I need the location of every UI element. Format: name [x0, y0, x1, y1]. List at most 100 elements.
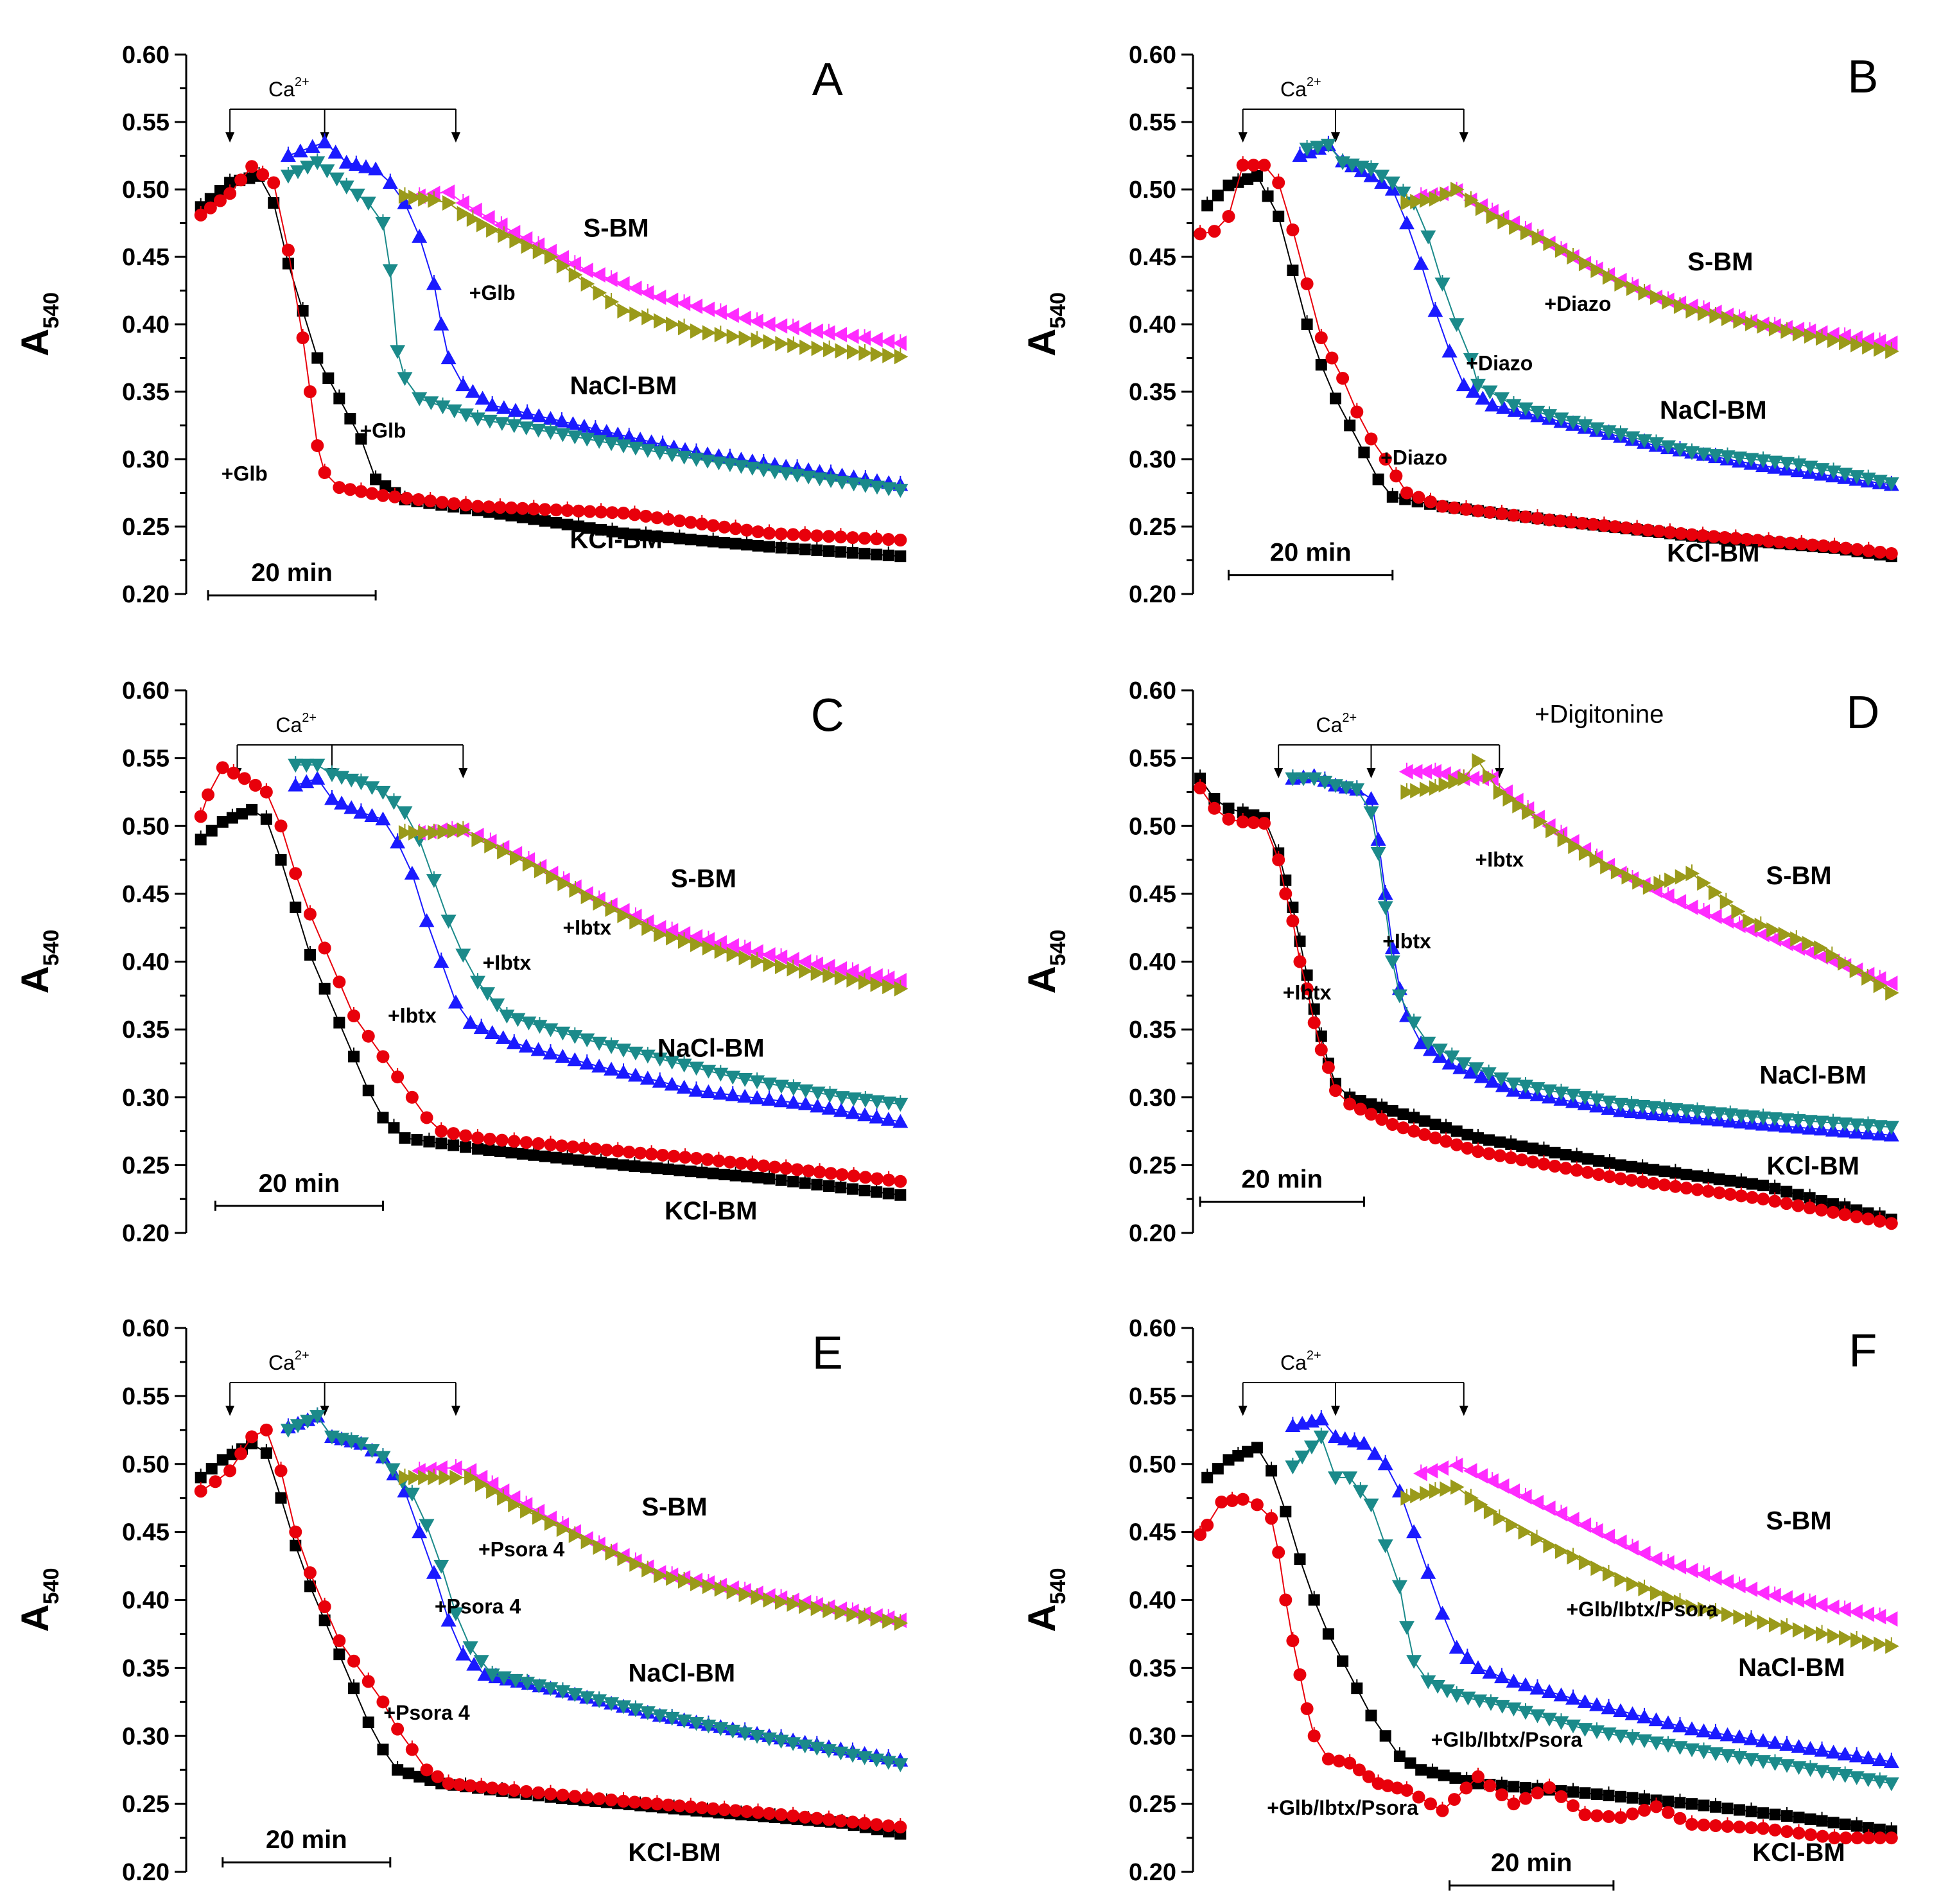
y-tick-label: 0.20	[122, 1220, 170, 1247]
scale-bar-label: 20 min	[1491, 1849, 1572, 1877]
data-point	[1621, 869, 1636, 885]
data-point	[882, 533, 895, 546]
scale-bar-label: 20 min	[259, 1169, 340, 1198]
data-point	[673, 1799, 686, 1813]
data-point	[1400, 1783, 1413, 1797]
data-point	[845, 963, 859, 979]
data-point	[1825, 1116, 1841, 1131]
data-point	[1660, 440, 1676, 455]
data-point	[726, 1584, 741, 1600]
data-point	[688, 1083, 704, 1097]
data-point	[433, 317, 449, 331]
data-point	[1279, 1593, 1293, 1607]
data-point	[476, 216, 491, 232]
data-point	[821, 959, 835, 975]
data-point	[1590, 1560, 1605, 1576]
data-point	[418, 191, 432, 207]
data-point	[1624, 431, 1641, 446]
data-point	[1624, 1706, 1641, 1720]
scale-bar: 20 min	[1199, 1165, 1365, 1207]
data-point	[629, 914, 643, 930]
data-point	[333, 1634, 346, 1648]
data-point	[725, 1070, 741, 1085]
data-point	[473, 1469, 488, 1485]
data-point	[1860, 1773, 1876, 1788]
data-point	[1755, 454, 1771, 469]
data-point	[1328, 1429, 1343, 1443]
data-point	[845, 328, 859, 344]
data-point	[556, 258, 571, 274]
data-point	[847, 1169, 860, 1183]
data-point	[1814, 1743, 1830, 1757]
data-point	[714, 327, 729, 343]
y-tick-label: 0.30	[122, 1085, 170, 1112]
data-point	[1672, 1559, 1687, 1575]
data-point	[1420, 1565, 1436, 1579]
data-point	[1638, 1804, 1651, 1817]
data-point	[428, 825, 442, 841]
data-point	[1450, 1479, 1465, 1495]
data-point	[1639, 1793, 1650, 1805]
data-point	[834, 476, 850, 490]
data-point	[528, 1149, 540, 1161]
data-point	[1495, 400, 1511, 414]
data-point	[290, 902, 302, 913]
data-point	[1242, 173, 1254, 185]
series-annotation: S-BM	[671, 864, 736, 893]
data-point	[1497, 214, 1511, 230]
data-point	[1474, 1069, 1490, 1083]
data-point	[347, 1654, 361, 1668]
data-point	[347, 1009, 361, 1022]
data-point	[640, 529, 652, 541]
panel-letter: B	[1847, 51, 1878, 103]
data-point	[466, 1657, 482, 1671]
data-point	[1436, 1804, 1449, 1817]
data-point	[556, 1521, 571, 1537]
series-annotation: +Ibtx	[1475, 848, 1524, 871]
data-point	[1553, 1687, 1569, 1702]
data-point	[652, 1052, 668, 1067]
data-point	[749, 313, 763, 329]
data-point	[858, 1609, 873, 1625]
data-point	[1767, 1757, 1783, 1771]
data-point	[1362, 1770, 1375, 1783]
data-point	[1400, 195, 1414, 211]
data-point	[398, 1469, 413, 1485]
data-point	[640, 1070, 656, 1085]
data-point	[1472, 1132, 1484, 1144]
data-point	[835, 1182, 847, 1194]
data-point	[234, 1447, 248, 1460]
data-point	[641, 1562, 656, 1578]
data-point	[364, 1444, 380, 1458]
data-point	[1377, 1539, 1393, 1553]
data-point	[1531, 1786, 1544, 1800]
data-point	[303, 907, 317, 921]
data-point	[811, 340, 826, 356]
data-point	[812, 472, 828, 487]
data-point	[798, 1810, 812, 1824]
ca-arrow-head	[1331, 132, 1340, 143]
data-point	[1444, 1050, 1460, 1065]
data-point	[309, 771, 326, 785]
y-tick-label: 0.45	[122, 881, 170, 908]
data-point	[1767, 1735, 1783, 1749]
data-point	[1696, 529, 1710, 543]
ca-label: Ca2+	[1316, 711, 1357, 737]
data-point	[555, 1026, 571, 1041]
data-point	[1610, 864, 1625, 880]
y-tick-label: 0.40	[122, 1587, 170, 1614]
data-point	[418, 825, 432, 841]
data-point	[426, 276, 442, 290]
data-point	[1459, 1650, 1475, 1664]
panel-letter: F	[1849, 1325, 1877, 1376]
data-point	[822, 530, 835, 543]
data-point	[1757, 1614, 1771, 1630]
data-point	[1589, 1093, 1605, 1108]
data-point	[1542, 1084, 1557, 1099]
data-point	[1520, 1781, 1531, 1794]
data-point	[845, 1105, 861, 1119]
data-point	[1429, 1131, 1442, 1145]
data-point	[1222, 812, 1235, 826]
data-point	[1456, 1057, 1472, 1071]
data-point	[433, 954, 449, 968]
